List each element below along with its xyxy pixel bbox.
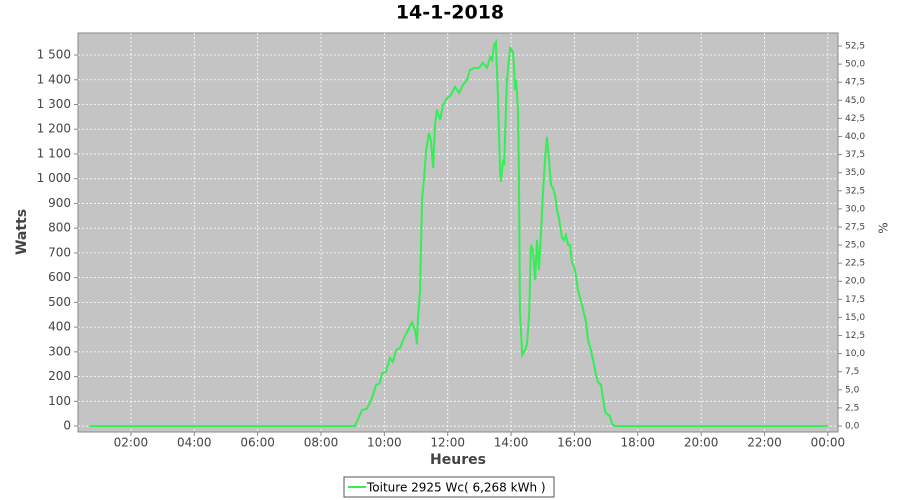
x-tick-label: 00:00: [811, 436, 846, 450]
x-tick-label: 12:00: [430, 436, 465, 450]
y-tick-label: 100: [48, 394, 71, 408]
x-tick-label: 18:00: [620, 436, 655, 450]
y2-tick-label: 5,0: [845, 385, 860, 395]
y2-tick-label: 17,5: [845, 295, 865, 305]
y2-tick-label: 0,0: [845, 421, 860, 431]
y-tick-label: 200: [48, 369, 71, 383]
y2-tick-label: 12,5: [845, 331, 865, 341]
y-tick-label: 400: [48, 320, 71, 334]
line-series: [90, 38, 828, 428]
y-tick-label: 1 100: [37, 146, 71, 160]
y2-tick-label: 2,5: [845, 403, 859, 413]
x-tick-label: 20:00: [684, 436, 719, 450]
x-tick-label: 22:00: [747, 436, 782, 450]
y2-tick-label: 40,0: [845, 132, 865, 142]
y-axis-label: Watts: [14, 209, 30, 255]
y-tick-label: 300: [48, 344, 71, 358]
chart-title: 14-1-2018: [396, 2, 504, 24]
y-tick-label: 600: [48, 270, 71, 284]
y-tick-label: 700: [48, 245, 71, 259]
x-tick-label: 02:00: [114, 436, 149, 450]
y-tick-label: 1 300: [37, 97, 71, 111]
y2-tick-label: 32,5: [845, 186, 865, 196]
y-tick-label: 0: [63, 419, 71, 433]
x-tick-label: 06:00: [240, 436, 275, 450]
y2-tick-label: 45,0: [845, 96, 865, 106]
x-tick-label: 10:00: [367, 436, 402, 450]
x-tick-label: 14:00: [494, 436, 529, 450]
y2-tick-label: 10,0: [845, 349, 865, 359]
y-tick-label: 1 000: [37, 171, 71, 185]
y2-tick-label: 7,5: [845, 367, 859, 377]
y2-tick-label: 30,0: [845, 204, 865, 214]
x-tick-label: 16:00: [557, 436, 592, 450]
y2-tick-label: 22,5: [845, 259, 865, 269]
y-tick-label: 1 500: [37, 48, 71, 62]
legend: [343, 476, 555, 498]
y-tick-label: 1 200: [37, 122, 71, 136]
y2-tick-label: 27,5: [845, 222, 865, 232]
y2-tick-label: 15,0: [845, 313, 865, 323]
y2-tick-label: 35,0: [845, 168, 865, 178]
y2-tick-label: 47,5: [845, 78, 865, 88]
y2-tick-label: 25,0: [845, 241, 865, 251]
y2-tick-label: 37,5: [845, 150, 865, 160]
y-tick-label: 800: [48, 221, 71, 235]
y2-tick-label: 52,5: [845, 42, 865, 52]
x-axis-label: Heures: [430, 452, 486, 468]
y2-tick-label: 50,0: [845, 60, 865, 70]
plot-area: [77, 32, 839, 433]
x-tick-label: 04:00: [177, 436, 212, 450]
y-tick-label: 900: [48, 196, 71, 210]
y-tick-label: 500: [48, 295, 71, 309]
legend-label: Toiture 2925 Wc( 6,268 kWh ): [366, 481, 546, 495]
y2-tick-label: 20,0: [845, 277, 865, 287]
y-tick-label: 1 400: [37, 72, 71, 86]
y2-axis-label: %: [877, 222, 891, 233]
y2-tick-label: 42,5: [845, 114, 865, 124]
x-tick-label: 08:00: [304, 436, 339, 450]
